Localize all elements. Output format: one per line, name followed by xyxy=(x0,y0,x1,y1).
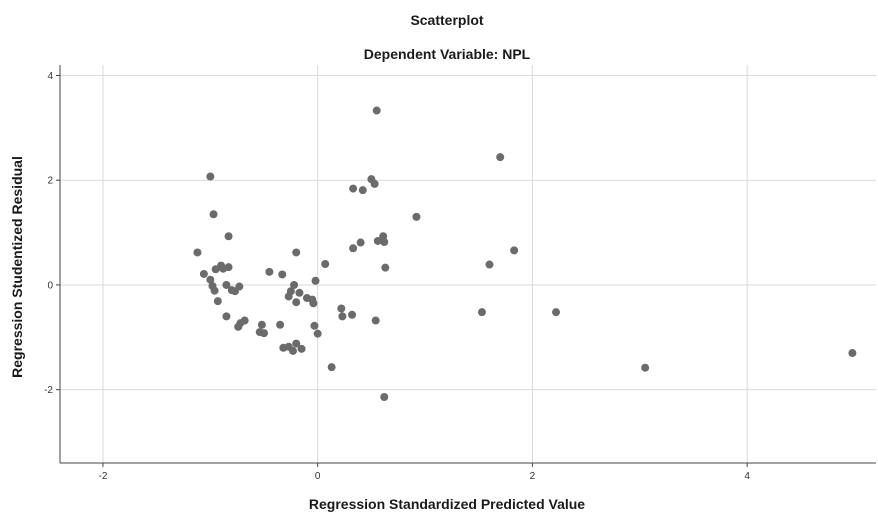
scatter-point xyxy=(292,298,301,307)
x-tick-label: 0 xyxy=(315,471,321,482)
scatter-point xyxy=(222,280,231,289)
scatter-point xyxy=(206,275,215,284)
scatter-point xyxy=(552,308,561,317)
scatter-point xyxy=(199,269,208,278)
scatter-point xyxy=(292,339,301,348)
y-tick-label: 0 xyxy=(47,280,53,291)
scatter-point xyxy=(373,236,382,245)
scatter-point xyxy=(848,349,857,358)
scatter-point xyxy=(485,260,494,269)
scatter-point xyxy=(412,212,421,221)
x-tick-label: -2 xyxy=(98,471,107,482)
scatter-point xyxy=(295,288,304,297)
scatter-point xyxy=(234,322,243,331)
scatter-point xyxy=(496,153,505,162)
scatter-point xyxy=(356,238,365,247)
scatter-point xyxy=(370,179,379,188)
scatter-point xyxy=(348,310,357,319)
scatter-point xyxy=(276,320,285,329)
chart-subtitle: Dependent Variable: NPL xyxy=(364,46,531,62)
scatter-point xyxy=(349,244,358,253)
tick-layer: -2 0 2 4 -2 0 2 4 xyxy=(44,71,750,482)
scatter-point xyxy=(279,343,288,352)
scatter-point xyxy=(260,329,268,338)
scatter-point xyxy=(327,363,336,372)
chart-title: Scatterplot xyxy=(410,12,483,28)
scatter-point xyxy=(510,246,519,255)
scatter-point xyxy=(371,316,380,325)
scatter-point xyxy=(193,248,202,257)
axis-layer xyxy=(59,65,876,464)
scatter-point xyxy=(290,280,299,289)
scatter-point xyxy=(349,184,358,193)
scatter-point xyxy=(380,393,389,402)
scatter-point xyxy=(372,106,381,115)
scatter-point xyxy=(219,264,228,273)
scatter-point xyxy=(265,267,274,276)
scatter-point xyxy=(224,232,233,241)
scatter-point xyxy=(222,312,231,321)
scatter-point xyxy=(209,210,218,219)
scatter-point xyxy=(358,186,367,195)
scatter-point xyxy=(297,344,306,353)
grid-layer xyxy=(60,65,876,463)
scatter-point xyxy=(477,308,486,317)
scatter-point xyxy=(210,286,219,295)
scatter-point xyxy=(284,292,293,301)
scatter-point xyxy=(321,260,330,268)
scatter-point xyxy=(257,320,266,329)
scatter-point xyxy=(278,270,287,279)
scatter-point xyxy=(338,312,347,321)
scatter-point xyxy=(231,287,240,296)
scatter-point xyxy=(292,248,301,257)
scatter-point xyxy=(380,238,389,247)
scatter-point xyxy=(313,329,322,338)
y-axis-label: Regression Studentized Residual xyxy=(9,156,25,378)
point-layer xyxy=(193,106,857,402)
scatter-point xyxy=(213,297,222,306)
scatter-point xyxy=(337,304,346,313)
scatter-point xyxy=(309,299,318,308)
scatter-point xyxy=(311,276,320,285)
y-tick-label: -2 xyxy=(44,385,53,396)
x-axis-label: Regression Standardized Predicted Value xyxy=(309,496,585,512)
x-tick-label: 4 xyxy=(744,471,750,482)
x-tick-label: 2 xyxy=(530,471,536,482)
scatter-point xyxy=(310,321,319,330)
scatter-point xyxy=(381,263,390,272)
scatter-point xyxy=(641,363,650,372)
y-tick-label: 2 xyxy=(47,176,53,187)
scatter-point xyxy=(211,265,220,274)
scatter-point xyxy=(288,346,297,355)
y-tick-label: 4 xyxy=(47,71,53,82)
scatter-point xyxy=(206,172,215,181)
